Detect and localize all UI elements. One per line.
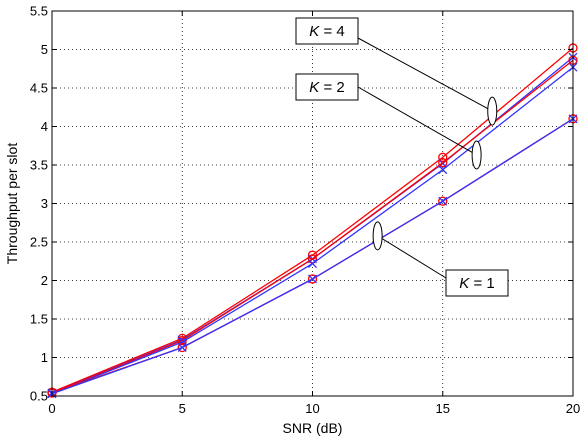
series-layer bbox=[47, 43, 578, 399]
y-tick-label: 3 bbox=[41, 196, 48, 211]
series-line bbox=[51, 59, 574, 394]
annotation-label: K = 2 bbox=[309, 79, 344, 96]
x-axis-label: SNR (dB) bbox=[283, 420, 343, 436]
cross-stroke bbox=[438, 196, 448, 206]
data-point-circle bbox=[177, 335, 187, 346]
x-tick-label: 5 bbox=[179, 401, 186, 416]
axes: 0 5 10 15 20 0.5 1 1.5 2 2.5 3 3.5 4 4.5 5 5.5 bbox=[30, 4, 580, 417]
annotation-leader bbox=[357, 37, 493, 112]
data-point-circle bbox=[177, 342, 187, 353]
x-tick-label: 10 bbox=[305, 401, 319, 416]
y-tick-label: 1.5 bbox=[30, 312, 48, 327]
cross-stroke bbox=[308, 274, 317, 284]
annotation-ellipse bbox=[487, 96, 498, 126]
cross-stroke bbox=[177, 343, 187, 352]
y-tick-label: 2.5 bbox=[30, 235, 48, 250]
annotation-leader bbox=[357, 86, 477, 156]
y-tick-label: 2 bbox=[41, 273, 48, 288]
annotation-leader bbox=[377, 235, 447, 279]
y-tick-label: 5.5 bbox=[30, 4, 48, 19]
annotation-k2: K = 2 bbox=[295, 73, 482, 170]
data-point-cross bbox=[308, 259, 317, 269]
data-point-cross bbox=[177, 343, 187, 352]
series-line bbox=[51, 118, 574, 395]
y-tick-label: 0.5 bbox=[30, 389, 48, 404]
cross-stroke bbox=[438, 165, 448, 175]
annotation-ellipse bbox=[471, 140, 482, 170]
y-axis-label: Throughput per slot bbox=[4, 143, 20, 265]
annotation-box bbox=[445, 269, 509, 297]
annotation-k4: K = 4 bbox=[295, 17, 498, 126]
data-point-circle bbox=[438, 152, 448, 162]
annotation-k1: K = 1 bbox=[372, 221, 509, 297]
annotation-label: K = 4 bbox=[309, 23, 344, 40]
data-point-circle bbox=[438, 196, 448, 206]
y-tick-label: 4.5 bbox=[30, 81, 48, 96]
cross-stroke bbox=[308, 259, 317, 269]
x-tick-label: 20 bbox=[566, 401, 580, 416]
y-tick-label: 5 bbox=[41, 42, 48, 57]
x-tick-label: 0 bbox=[48, 401, 55, 416]
annotation-box bbox=[295, 17, 359, 45]
annotation-box bbox=[295, 73, 359, 101]
grid bbox=[52, 11, 573, 396]
annotation-label: K = 1 bbox=[459, 275, 494, 292]
data-point-cross bbox=[438, 196, 448, 206]
y-tick-label: 3.5 bbox=[30, 158, 48, 173]
y-tick-label: 1 bbox=[41, 350, 48, 365]
x-tick-label: 15 bbox=[436, 401, 450, 416]
y-tick-label: 4 bbox=[41, 119, 48, 134]
data-point-circle bbox=[438, 158, 448, 168]
data-point-cross bbox=[308, 274, 317, 284]
annotation-ellipse bbox=[372, 221, 383, 251]
data-point-circle bbox=[307, 274, 318, 284]
annotation-layer: K = 4 K = 2 K = 1 bbox=[295, 17, 509, 297]
data-point-cross bbox=[438, 165, 448, 175]
